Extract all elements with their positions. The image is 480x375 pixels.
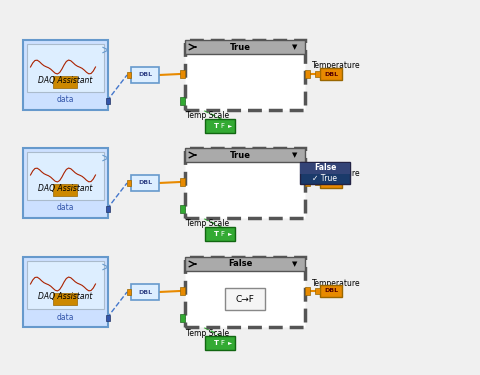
FancyBboxPatch shape — [53, 293, 77, 305]
Text: T: T — [214, 231, 218, 237]
Text: DBL: DBL — [138, 180, 152, 186]
FancyBboxPatch shape — [185, 40, 305, 110]
FancyBboxPatch shape — [185, 257, 305, 271]
FancyBboxPatch shape — [23, 40, 108, 110]
Text: DAQ Assistant: DAQ Assistant — [38, 292, 92, 302]
FancyBboxPatch shape — [300, 163, 350, 174]
FancyBboxPatch shape — [180, 314, 185, 322]
FancyBboxPatch shape — [131, 67, 159, 83]
FancyBboxPatch shape — [225, 288, 265, 310]
FancyBboxPatch shape — [315, 288, 320, 294]
FancyBboxPatch shape — [305, 287, 310, 295]
FancyBboxPatch shape — [180, 287, 185, 295]
FancyBboxPatch shape — [185, 257, 305, 327]
FancyBboxPatch shape — [305, 70, 310, 78]
FancyBboxPatch shape — [106, 206, 109, 212]
Text: Temp Scale: Temp Scale — [186, 328, 229, 338]
Text: DAQ Assistant: DAQ Assistant — [38, 183, 92, 192]
FancyBboxPatch shape — [320, 68, 342, 80]
FancyBboxPatch shape — [320, 285, 342, 297]
FancyBboxPatch shape — [180, 97, 185, 105]
Text: DBL: DBL — [324, 288, 338, 294]
Text: ▼: ▼ — [292, 261, 298, 267]
FancyBboxPatch shape — [180, 70, 185, 78]
FancyBboxPatch shape — [180, 205, 185, 213]
Text: ►: ► — [228, 231, 232, 237]
FancyBboxPatch shape — [205, 227, 235, 241]
FancyBboxPatch shape — [315, 179, 320, 185]
FancyBboxPatch shape — [180, 178, 185, 186]
Text: F: F — [220, 231, 224, 237]
FancyBboxPatch shape — [127, 72, 131, 78]
Text: F: F — [220, 340, 224, 346]
Text: C→F: C→F — [236, 294, 254, 303]
Text: ►: ► — [228, 340, 232, 345]
FancyBboxPatch shape — [315, 71, 320, 77]
Text: data: data — [56, 204, 74, 213]
FancyBboxPatch shape — [106, 98, 109, 104]
Text: ▼: ▼ — [292, 152, 298, 158]
Text: T: T — [214, 123, 218, 129]
Text: Temp Scale: Temp Scale — [186, 219, 229, 228]
Text: Temperature: Temperature — [312, 62, 360, 70]
FancyBboxPatch shape — [106, 315, 109, 321]
FancyBboxPatch shape — [131, 175, 159, 191]
FancyBboxPatch shape — [131, 284, 159, 300]
Text: ✓ True: ✓ True — [312, 174, 337, 183]
Text: ►: ► — [228, 123, 232, 129]
Text: True: True — [229, 42, 251, 51]
FancyBboxPatch shape — [26, 44, 104, 92]
FancyBboxPatch shape — [185, 40, 305, 54]
Text: True: True — [229, 150, 251, 159]
Text: DBL: DBL — [324, 72, 338, 76]
Text: DBL: DBL — [138, 72, 152, 78]
Text: False: False — [228, 260, 252, 268]
Text: DAQ Assistant: DAQ Assistant — [38, 75, 92, 84]
Text: DBL: DBL — [324, 180, 338, 184]
Text: data: data — [56, 96, 74, 105]
Text: F: F — [220, 123, 224, 129]
FancyBboxPatch shape — [300, 162, 350, 184]
Text: False: False — [314, 163, 336, 172]
FancyBboxPatch shape — [26, 152, 104, 200]
FancyBboxPatch shape — [305, 178, 310, 186]
FancyBboxPatch shape — [53, 76, 77, 88]
Text: Temperature: Temperature — [312, 279, 360, 288]
Text: Temp Scale: Temp Scale — [186, 111, 229, 120]
FancyBboxPatch shape — [53, 184, 77, 196]
FancyBboxPatch shape — [26, 261, 104, 309]
FancyBboxPatch shape — [23, 148, 108, 218]
Text: Temperature: Temperature — [312, 170, 360, 178]
FancyBboxPatch shape — [23, 257, 108, 327]
FancyBboxPatch shape — [205, 336, 235, 350]
FancyBboxPatch shape — [205, 119, 235, 133]
FancyBboxPatch shape — [127, 180, 131, 186]
Text: DBL: DBL — [138, 290, 152, 294]
Text: ▼: ▼ — [292, 44, 298, 50]
FancyBboxPatch shape — [185, 148, 305, 218]
FancyBboxPatch shape — [185, 148, 305, 162]
FancyBboxPatch shape — [320, 176, 342, 188]
Text: T: T — [214, 340, 218, 346]
Text: data: data — [56, 312, 74, 321]
FancyBboxPatch shape — [127, 289, 131, 295]
